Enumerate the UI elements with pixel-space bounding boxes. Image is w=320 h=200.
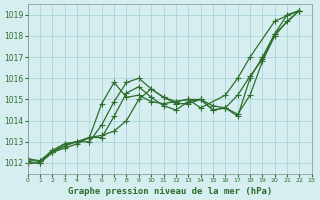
X-axis label: Graphe pression niveau de la mer (hPa): Graphe pression niveau de la mer (hPa): [68, 187, 272, 196]
